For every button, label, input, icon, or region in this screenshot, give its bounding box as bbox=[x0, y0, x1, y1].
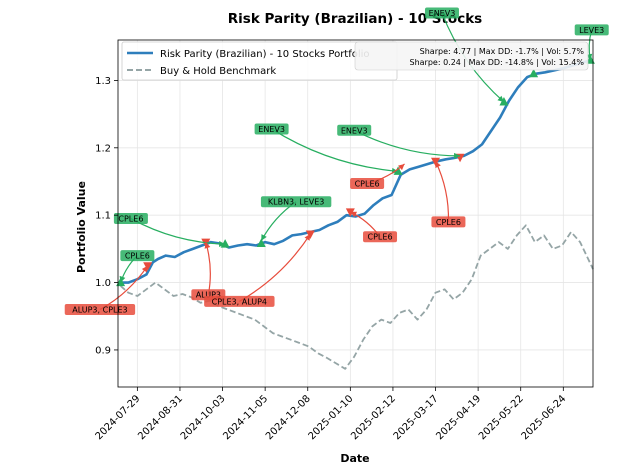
annotation-label: ALUP3 bbox=[196, 291, 221, 300]
annotation-label: KLBN3, LEVE3 bbox=[268, 198, 324, 207]
annotation-label: CPLE6 bbox=[118, 215, 143, 224]
annotation-box bbox=[204, 295, 275, 307]
annotation-arrowhead bbox=[119, 275, 126, 283]
annotation-label: CPLE6 bbox=[355, 180, 380, 189]
annotation-label: LEVE3 bbox=[579, 26, 604, 35]
annotation-box bbox=[113, 213, 148, 225]
annotation-label: ENEV3 bbox=[429, 9, 456, 18]
y-tick-label: 1.3 bbox=[95, 76, 111, 87]
annotation-arrowhead bbox=[219, 240, 226, 247]
chart-title: Risk Parity (Brazilian) - 10 Stocks bbox=[228, 11, 482, 27]
annotation-label: ENEV3 bbox=[341, 126, 368, 135]
annotation-label: CPLE6 bbox=[368, 233, 393, 242]
y-tick-label: 1.0 bbox=[95, 278, 111, 289]
annotation-box bbox=[431, 216, 466, 228]
y-tick-label: 1.1 bbox=[95, 211, 111, 222]
annotation-label: ALUP3, CPLE3 bbox=[72, 306, 127, 315]
annotation-arrowhead bbox=[435, 161, 441, 168]
annotation-box bbox=[574, 24, 609, 36]
annotation-label: ENEV3 bbox=[258, 125, 285, 134]
buy-marker bbox=[220, 239, 230, 248]
y-axis-label: Portfolio Value bbox=[75, 181, 88, 273]
stats-line-portfolio: Sharpe: 4.77 | Max DD: -1.7% | Vol: 5.7% bbox=[420, 47, 585, 56]
legend: Risk Parity (Brazilian) - 10 Stocks Port… bbox=[121, 41, 398, 81]
annotation-label: CPLE6 bbox=[125, 252, 150, 261]
series-lines bbox=[120, 58, 594, 370]
legend-label-portfolio: Risk Parity (Brazilian) - 10 Stocks Port… bbox=[160, 49, 370, 60]
x-axis-label: Date bbox=[340, 452, 369, 465]
buy-marker bbox=[393, 166, 403, 175]
annotation-label: CPLE3, ALUP4 bbox=[212, 297, 267, 306]
plot-frame bbox=[117, 39, 594, 388]
annotation-arrowhead bbox=[261, 234, 267, 241]
annotation-arrowhead bbox=[497, 95, 504, 102]
y-tick-label: 1.2 bbox=[95, 143, 111, 154]
annotation-box bbox=[363, 231, 398, 243]
annotation-arrow bbox=[271, 128, 399, 172]
annotation-box bbox=[260, 196, 332, 208]
annotation-arrowhead bbox=[350, 211, 358, 218]
annotation-arrowhead bbox=[141, 265, 148, 273]
sell-marker bbox=[345, 208, 355, 217]
annotation-box bbox=[350, 178, 385, 190]
annotation-box bbox=[120, 250, 155, 262]
stats-box-frame bbox=[354, 41, 589, 71]
annotation-arrowhead bbox=[204, 242, 211, 249]
legend-label-benchmark: Buy & Hold Benchmark bbox=[160, 66, 276, 77]
annotation-box bbox=[64, 304, 136, 316]
buy-marker bbox=[256, 238, 266, 247]
annotation-box bbox=[337, 124, 372, 136]
stats-line-benchmark: Sharpe: 0.24 | Max DD: -14.8% | Vol: 15.… bbox=[409, 58, 584, 67]
annotation-label: CPLE6 bbox=[436, 218, 461, 227]
stats-box: Sharpe: 4.77 | Max DD: -1.7% | Vol: 5.7%… bbox=[354, 41, 589, 71]
annotation-box bbox=[424, 7, 459, 19]
annotation-arrowhead bbox=[304, 234, 311, 241]
annotation-box bbox=[254, 123, 289, 135]
benchmark-line bbox=[120, 224, 594, 370]
y-tick-label: 0.9 bbox=[95, 345, 111, 356]
annotation-arrowhead bbox=[398, 163, 405, 171]
annotation-arrowhead bbox=[454, 152, 461, 159]
trade-annotations: CPLE6 CPLE6 KLBN3, LEVE3 ENEV3 ENEV3 ENEV3 LEV… bbox=[64, 7, 609, 316]
portfolio-line bbox=[120, 58, 591, 284]
buy-marker bbox=[529, 68, 539, 78]
